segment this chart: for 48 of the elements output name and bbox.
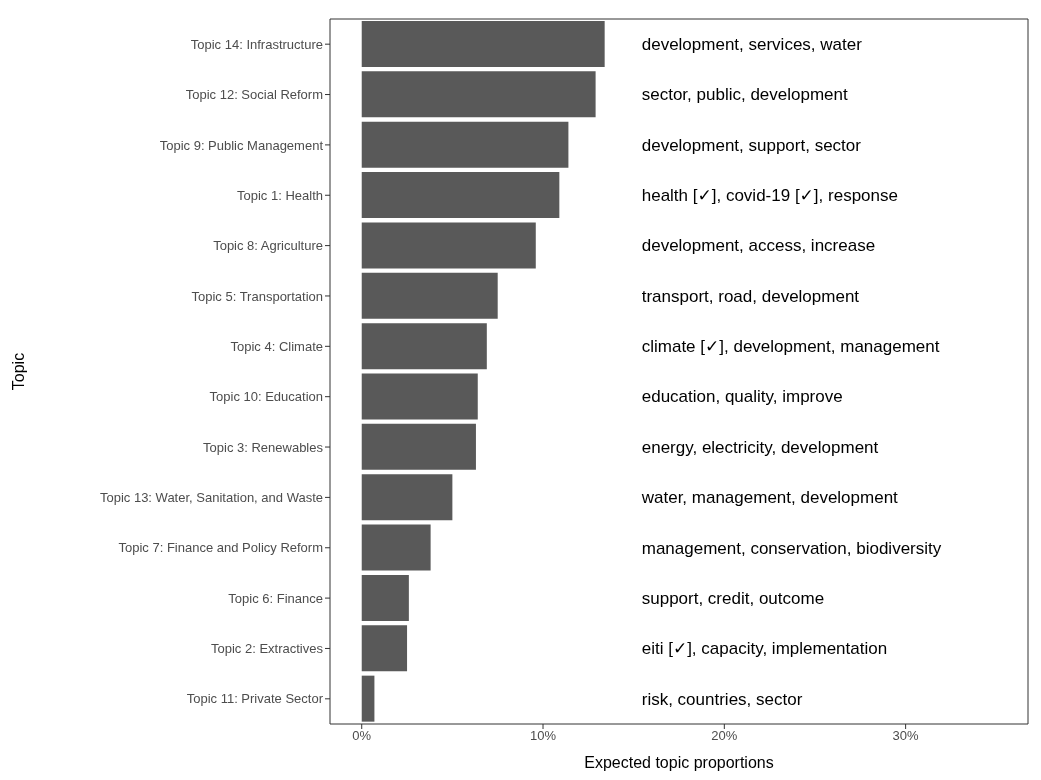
annotation: sector, public, development: [641, 85, 849, 105]
y-tick-label: Topic 3: Renewables: [203, 439, 324, 455]
bar: [361, 524, 431, 571]
annotation: development, services, water: [641, 34, 863, 54]
annotation: development, access, increase: [641, 236, 876, 256]
bar: [361, 625, 408, 672]
annotation: water, management, development: [640, 488, 899, 508]
bar: [361, 423, 476, 470]
annotation: health [✓], covid-19 [✓], response: [641, 186, 898, 206]
y-tick-label: Topic 6: Finance: [228, 590, 323, 606]
bar: [361, 373, 478, 420]
y-tick-label: Topic 8: Agriculture: [213, 238, 323, 254]
x-axis-title: Expected topic proportions: [584, 754, 774, 771]
x-tick-label: 0%: [352, 728, 372, 744]
x-tick-label: 10%: [530, 728, 557, 744]
bar: [361, 172, 560, 219]
y-tick-label: Topic 12: Social Reform: [185, 87, 323, 103]
annotation: support, credit, outcome: [641, 588, 825, 608]
y-tick-label: Topic 2: Extractives: [211, 641, 324, 657]
annotation: management, conservation, biodiversity: [641, 538, 942, 558]
x-tick-label: 30%: [892, 728, 920, 744]
bar: [361, 574, 409, 621]
y-axis-title: Topic: [9, 352, 27, 391]
annotation: education, quality, improve: [641, 387, 843, 407]
bar: [361, 121, 569, 168]
annotation: transport, road, development: [641, 286, 860, 306]
bar: [361, 222, 536, 269]
bar: [361, 675, 375, 722]
y-tick-label: Topic 7: Finance and Policy Reform: [118, 540, 323, 556]
y-tick-label: Topic 10: Education: [209, 389, 323, 405]
bar: [361, 323, 487, 370]
bar: [361, 71, 596, 118]
bar: [361, 21, 605, 68]
y-tick-label: Topic 11: Private Sector: [186, 691, 324, 707]
annotation: development, support, sector: [641, 135, 862, 155]
y-tick-label: Topic 4: Climate: [230, 338, 323, 354]
bar: [361, 474, 453, 521]
y-tick-label: Topic 5: Transportation: [191, 288, 323, 304]
y-tick-label: Topic 14: Infrastructure: [190, 36, 323, 52]
annotation: climate [✓], development, management: [641, 337, 940, 357]
y-tick-label: Topic 1: Health: [237, 187, 323, 203]
y-tick-label: Topic 13: Water, Sanitation, and Waste: [99, 490, 323, 506]
x-tick-label: 20%: [711, 728, 738, 744]
annotation: energy, electricity, development: [641, 437, 879, 457]
bar: [361, 272, 498, 319]
y-tick-label: Topic 9: Public Management: [159, 137, 324, 153]
annotation: risk, countries, sector: [641, 689, 803, 709]
annotation: eiti [✓], capacity, implementation: [641, 639, 888, 659]
